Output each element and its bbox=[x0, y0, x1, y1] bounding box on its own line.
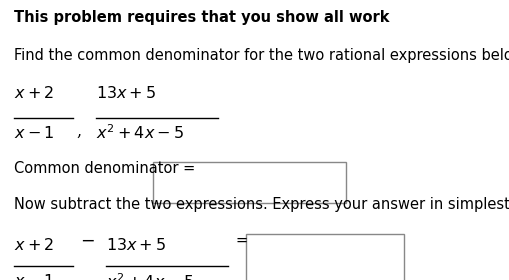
Text: This problem requires that you show all work: This problem requires that you show all … bbox=[14, 10, 390, 25]
Text: Common denominator =: Common denominator = bbox=[14, 161, 195, 176]
Text: $x + 2$: $x + 2$ bbox=[14, 237, 54, 254]
Text: $x - 1$: $x - 1$ bbox=[14, 125, 54, 142]
Text: $x^2 + 4x - 5$: $x^2 + 4x - 5$ bbox=[106, 273, 194, 280]
Text: $x^2 + 4x - 5$: $x^2 + 4x - 5$ bbox=[96, 125, 184, 143]
Text: $13x + 5$: $13x + 5$ bbox=[96, 85, 156, 102]
Text: $x - 1$: $x - 1$ bbox=[14, 273, 54, 280]
Text: $x + 2$: $x + 2$ bbox=[14, 85, 54, 102]
Text: Now subtract the two expressions. Express your answer in simplest form.: Now subtract the two expressions. Expres… bbox=[14, 197, 509, 213]
Text: ,: , bbox=[77, 123, 82, 140]
Text: =: = bbox=[236, 233, 248, 248]
FancyBboxPatch shape bbox=[153, 162, 346, 203]
FancyBboxPatch shape bbox=[246, 234, 404, 280]
Text: $-$: $-$ bbox=[80, 231, 95, 249]
Text: $13x + 5$: $13x + 5$ bbox=[106, 237, 166, 254]
Text: Find the common denominator for the two rational expressions below:: Find the common denominator for the two … bbox=[14, 48, 509, 63]
